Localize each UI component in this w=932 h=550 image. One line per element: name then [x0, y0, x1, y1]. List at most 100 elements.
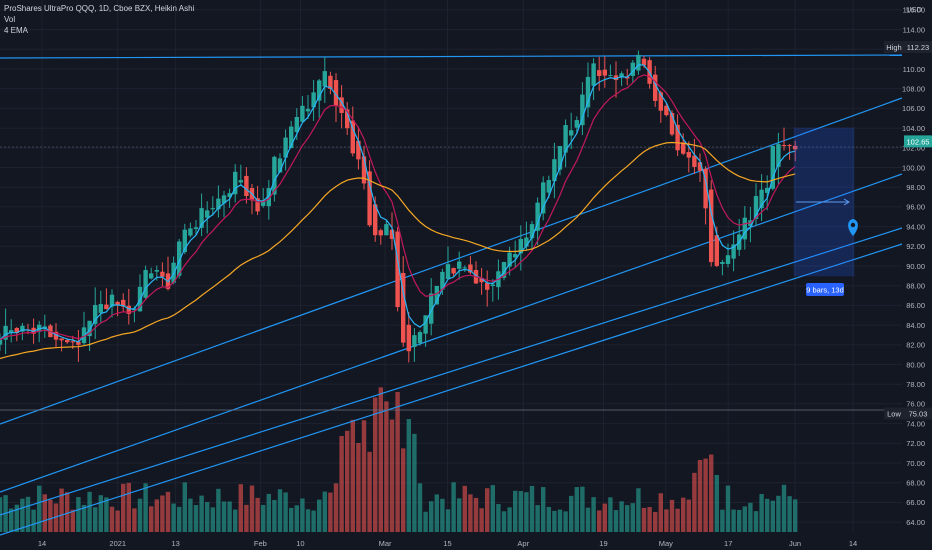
candle-body: [104, 304, 109, 310]
channel-line: [0, 173, 903, 493]
volume-bar: [535, 505, 540, 532]
ema-mid-line: [0, 74, 796, 341]
volume-bar: [440, 498, 445, 532]
volume-bar: [244, 504, 249, 532]
date-range-projection[interactable]: 9 bars, 13d: [793, 127, 858, 296]
volume-bar: [653, 511, 658, 532]
candle-body: [574, 120, 579, 128]
candle-body: [216, 198, 221, 210]
volume-bar: [591, 497, 596, 532]
candle-body: [9, 330, 14, 333]
map-pin-icon: [848, 219, 858, 236]
candle-body: [703, 168, 708, 209]
volume-bar: [485, 488, 490, 532]
volume-bar: [759, 493, 764, 532]
candle-body: [401, 272, 406, 343]
volume-bar: [384, 401, 389, 532]
volume-bar: [177, 506, 182, 532]
volume-bar: [776, 495, 781, 532]
volume-bar: [165, 491, 171, 532]
price-tick-label: 98.00: [906, 183, 925, 192]
volume-bar: [557, 509, 563, 532]
volume-bar: [664, 509, 669, 532]
price-tick-label: 106.00: [902, 104, 925, 113]
candle-body: [546, 180, 551, 193]
volume-bar: [753, 511, 759, 532]
candle-body: [300, 105, 305, 122]
candle-body: [412, 335, 417, 347]
volume-bar: [59, 488, 64, 532]
volume-bar: [574, 487, 579, 532]
volume-bar: [373, 397, 378, 532]
volume-bar: [93, 507, 98, 532]
candle-body: [686, 152, 691, 158]
candle-body: [569, 130, 574, 136]
candle-body: [317, 80, 322, 101]
candle-body: [339, 97, 344, 113]
candle-body: [664, 105, 669, 116]
time-tick-label: 17: [724, 539, 732, 548]
volume-bar: [221, 501, 227, 532]
candle-body: [479, 278, 484, 283]
candle-body: [272, 156, 277, 195]
volume-indicator-label[interactable]: Vol: [4, 15, 16, 24]
time-tick-label: 10: [296, 539, 304, 548]
candle-body: [389, 229, 395, 239]
candle-body: [457, 261, 462, 269]
ema-indicator-label[interactable]: 4 EMA: [4, 26, 29, 35]
high-marker-label-bg: [884, 40, 904, 53]
candle-body: [518, 238, 523, 254]
price-tick-label: 74.00: [906, 419, 925, 428]
trend-channel[interactable]: [0, 54, 903, 536]
volume-bars: [0, 387, 798, 532]
price-tick-label: 96.00: [906, 203, 925, 212]
volume-bar: [121, 483, 126, 532]
volume-bar: [681, 497, 686, 532]
candle-body: [14, 328, 19, 334]
candle-body: [3, 325, 8, 340]
symbol-title[interactable]: ProShares UltraPro QQQ, 1D, Cboe BZX, He…: [4, 4, 195, 13]
candle-body: [143, 269, 148, 298]
candle-body: [557, 145, 563, 170]
time-tick-label: 19: [599, 539, 607, 548]
candle-body: [70, 341, 75, 343]
volume-bar: [266, 493, 271, 532]
price-axis[interactable]: USD116.00114.00112.00110.00108.00106.001…: [884, 0, 932, 550]
candle-body: [423, 315, 428, 334]
candle-body: [541, 182, 546, 214]
time-axis[interactable]: 14 2021 13 Feb 10 Mar 15 Apr 19 May 17 Jun 14: [0, 536, 932, 550]
volume-bar: [98, 495, 103, 532]
price-tick-label: 108.00: [902, 84, 925, 93]
candle-body: [384, 224, 389, 236]
channel-line: [0, 227, 903, 516]
candle-body: [597, 70, 602, 76]
volume-bar: [468, 494, 473, 532]
volume-bar: [518, 491, 523, 532]
candle-body: [378, 230, 383, 236]
volume-bar: [126, 482, 131, 532]
high-marker-value-bg: [904, 40, 932, 53]
volume-bar: [423, 511, 428, 532]
volume-bar: [132, 508, 137, 532]
candle-body: [535, 202, 540, 231]
candle-body: [462, 267, 467, 269]
candle-body: [322, 71, 327, 87]
volume-bar: [65, 492, 70, 532]
time-tick-label: Feb: [254, 539, 267, 548]
volume-bar: [787, 496, 792, 532]
candle-body: [115, 301, 120, 305]
volume-bar: [109, 506, 115, 532]
candle-body: [759, 189, 764, 209]
candle-body: [552, 159, 557, 182]
volume-bar: [300, 498, 305, 532]
volume-bar: [350, 419, 355, 532]
volume-bar: [529, 485, 535, 532]
candle-body: [205, 210, 210, 218]
candle-body: [720, 262, 725, 265]
price-axis-bg: [902, 0, 932, 550]
volume-bar: [501, 511, 507, 532]
volume-bar: [406, 419, 411, 532]
price-tick-label: 76.00: [906, 400, 925, 409]
volume-bar: [70, 509, 75, 532]
